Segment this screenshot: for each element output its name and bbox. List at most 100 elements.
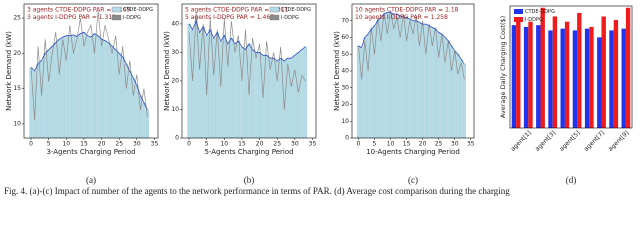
bar: [89, 36, 93, 139]
bar: [142, 102, 146, 139]
bar: [560, 28, 565, 128]
y-tick-label: 30: [171, 49, 179, 56]
bar: [114, 49, 118, 139]
series-line: [358, 12, 465, 65]
bar: [536, 25, 541, 128]
bar: [360, 47, 364, 139]
bar: [427, 25, 431, 139]
bar: [272, 58, 276, 139]
bar: [303, 46, 308, 139]
bar: [398, 15, 402, 139]
y-tick-label: 20: [13, 50, 21, 57]
x-tick-label: 5: [47, 141, 51, 148]
bar: [135, 84, 139, 139]
panel-label: (c): [408, 175, 418, 185]
bar: [433, 28, 437, 139]
annotation: 5 agents CTDE-DDPG PAR = 1.311: [185, 7, 289, 14]
bar: [601, 16, 606, 129]
y-tick-label: 70: [341, 17, 349, 24]
bar: [289, 58, 293, 139]
bar: [625, 7, 631, 128]
legend-swatch: [269, 14, 280, 21]
bar: [540, 7, 545, 128]
bar: [54, 42, 58, 139]
x-tick-label: 25: [115, 141, 123, 148]
y-tick-label: 50: [341, 51, 349, 58]
legend-label: I-DDPG: [525, 17, 543, 23]
bar: [376, 20, 380, 139]
bar: [99, 39, 104, 139]
bar: [226, 43, 230, 139]
bar: [43, 53, 47, 139]
y-axis-label: Network Demand (kW): [163, 31, 171, 111]
bar: [385, 12, 389, 139]
bar: [190, 29, 195, 139]
bar: [395, 13, 399, 139]
x-tick-label: agent[7]: [583, 130, 606, 153]
y-tick-label: 25: [13, 15, 21, 22]
bar: [243, 49, 248, 139]
legend-swatch: [111, 6, 122, 13]
y-tick-label: 0: [175, 135, 179, 142]
legend-swatch: [514, 17, 523, 22]
bar: [597, 37, 602, 128]
bar: [516, 21, 521, 128]
series-line: [188, 19, 306, 62]
bar: [106, 42, 111, 139]
x-tick-label: 15: [403, 141, 411, 148]
x-tick-label: 15: [80, 141, 88, 148]
series-line: [188, 12, 306, 110]
bar: [446, 40, 450, 139]
bar: [296, 52, 301, 139]
x-tick-label: 30: [451, 141, 459, 148]
bar: [187, 23, 191, 139]
legend-label: CTDE-DDPG: [281, 7, 311, 13]
x-tick-label: 35: [151, 141, 159, 148]
x-tick-label: 5: [373, 141, 377, 148]
bar: [392, 13, 396, 139]
bar: [621, 28, 626, 128]
annotation: 3 agents CTDE-DDPG PAR = 1.169: [27, 7, 131, 14]
bar: [128, 70, 132, 139]
bar: [548, 30, 553, 128]
y-axis-label: Average Daily Charging Cost($): [499, 16, 507, 118]
x-axis-label: 10-Agents Charging Period: [366, 148, 460, 156]
bar: [389, 12, 393, 139]
legend-swatch: [269, 6, 280, 13]
bar: [39, 60, 44, 139]
x-tick-label: 10: [387, 141, 395, 148]
bar: [233, 43, 237, 139]
x-tick-label: 0: [187, 141, 191, 148]
bar: [414, 20, 418, 139]
series-line: [30, 11, 148, 121]
legend-label: I-DDPG: [281, 15, 299, 21]
bar: [268, 58, 272, 139]
annotation: 10 agents I-DDPG PAR = 1.258: [355, 14, 448, 21]
panel-label: (a): [86, 175, 96, 185]
bar: [366, 34, 370, 139]
bar: [552, 16, 558, 129]
x-tick-label: 20: [256, 141, 264, 148]
bar: [68, 35, 72, 139]
x-axis-label: 5-Agents Charging Period: [204, 148, 293, 156]
series-line: [358, 10, 465, 80]
bar: [511, 25, 517, 128]
x-tick-label: agent[3]: [534, 130, 557, 153]
bar: [523, 26, 529, 129]
bar: [57, 39, 61, 139]
bar: [411, 20, 415, 139]
figure-caption: Fig. 4. (a)-(c) Impact of number of the …: [4, 186, 510, 196]
legend-label: CTDE-DDPG: [525, 9, 555, 15]
bar: [264, 55, 269, 139]
axes-frame: [509, 5, 633, 129]
y-tick-label: 60: [341, 34, 349, 41]
x-tick-label: 5: [205, 141, 209, 148]
axes-frame: [23, 3, 159, 139]
bar: [459, 59, 463, 139]
x-tick-label: agent[9]: [607, 130, 630, 153]
annotation: 10 agents CTDE-DDPG PAR = 1.18: [355, 7, 459, 14]
bar: [293, 55, 297, 139]
y-axis-label: Network Demand (kW): [5, 31, 13, 111]
bar: [96, 35, 100, 139]
y-tick-label: 10: [13, 120, 21, 127]
